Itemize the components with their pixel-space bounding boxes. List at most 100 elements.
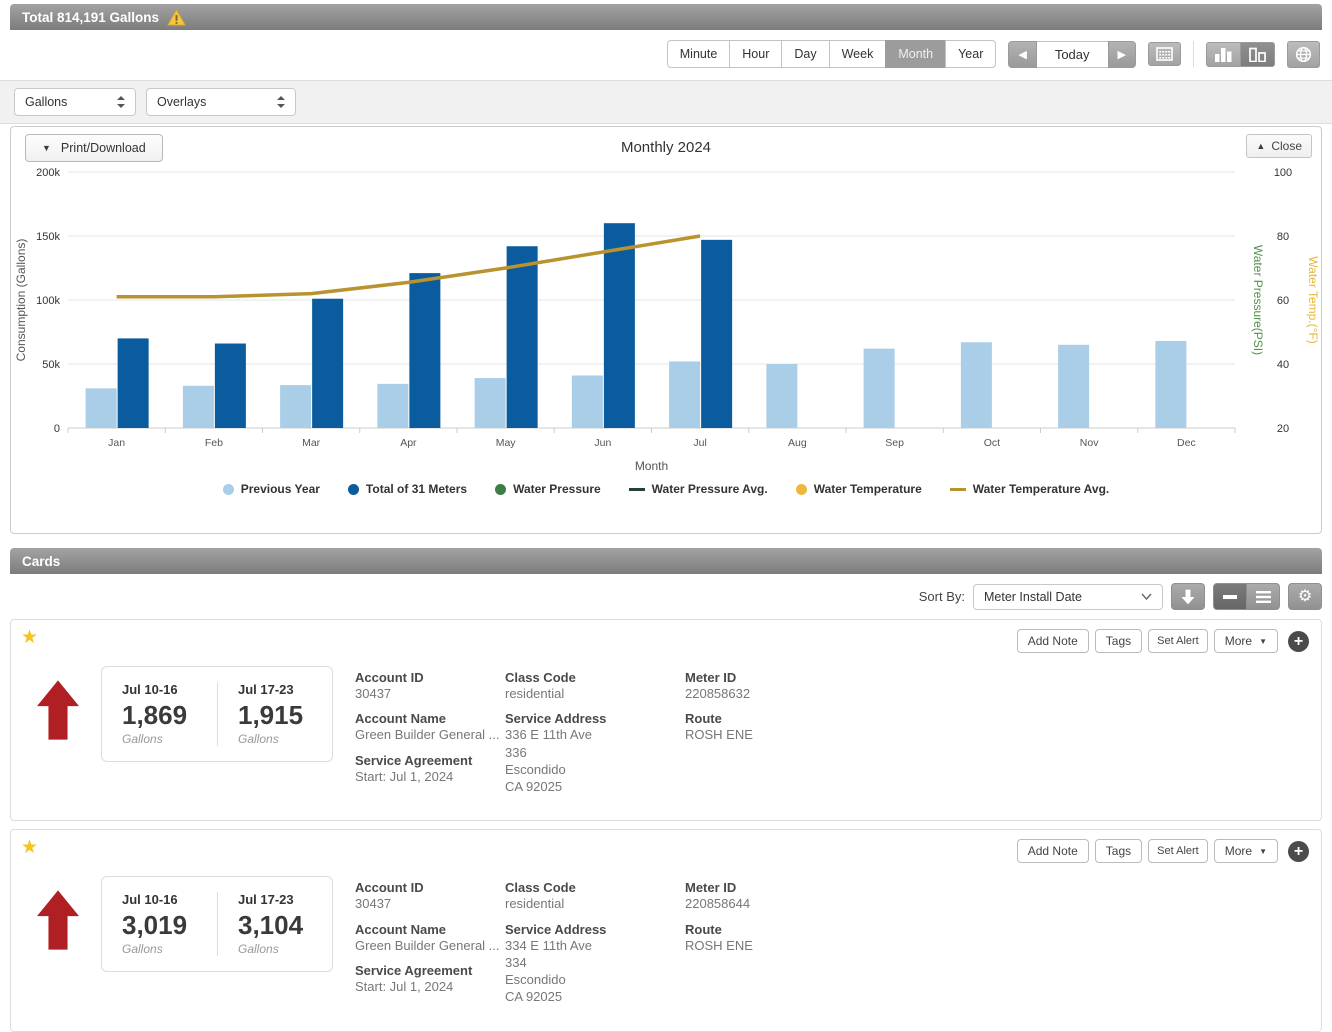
svg-text:Feb: Feb bbox=[205, 437, 223, 449]
meter-card: ★ Add Note Tags Set Alert More ▼ + Jul 1… bbox=[10, 829, 1322, 1032]
route-value: ROSH ENE bbox=[685, 937, 753, 953]
account-id-value: 30437 bbox=[355, 896, 392, 912]
legend-marker-icon bbox=[628, 487, 645, 491]
card-actions: Add Note Tags Set Alert More ▼ + bbox=[1016, 839, 1309, 864]
svg-text:Dec: Dec bbox=[1177, 437, 1196, 449]
svg-text:Jun: Jun bbox=[594, 437, 611, 449]
tags-button[interactable]: Tags bbox=[1094, 629, 1143, 653]
legend-item[interactable]: Water Pressure Avg. bbox=[628, 482, 768, 496]
select-spinner-icon bbox=[117, 96, 125, 108]
more-button[interactable]: More ▼ bbox=[1213, 629, 1278, 653]
address-line: Escondido bbox=[505, 761, 566, 777]
globe-button[interactable] bbox=[1287, 40, 1320, 68]
sort-direction-button[interactable] bbox=[1171, 583, 1205, 610]
legend-item[interactable]: Previous Year bbox=[222, 482, 320, 496]
service-agreement-label: Service Agreement bbox=[355, 752, 473, 768]
card-settings-button[interactable]: ⚙ bbox=[1288, 583, 1322, 610]
usage-stat-box: Jul 10-16 3,019 Gallons Jul 17-23 3,104 … bbox=[101, 876, 333, 973]
period-unit: Gallons bbox=[238, 732, 279, 746]
range-day-button[interactable]: Day bbox=[781, 40, 830, 68]
service-agreement-label: Service Agreement bbox=[355, 962, 473, 978]
date-nav-group: ◀ Today ▶ bbox=[1008, 40, 1136, 68]
range-week-button[interactable]: Week bbox=[828, 40, 887, 68]
legend-marker-icon bbox=[949, 487, 966, 491]
sort-by-select[interactable]: Meter Install Date bbox=[973, 583, 1163, 610]
set-alert-button[interactable]: Set Alert bbox=[1148, 839, 1208, 864]
class-code-value: residential bbox=[505, 686, 565, 701]
svg-text:May: May bbox=[496, 437, 517, 449]
period-unit: Gallons bbox=[122, 942, 163, 957]
favorite-star-icon[interactable]: ★ bbox=[21, 837, 39, 859]
svg-text:0: 0 bbox=[54, 423, 60, 435]
legend-marker-icon bbox=[495, 483, 507, 495]
svg-text:50k: 50k bbox=[42, 359, 60, 371]
column-compare-view-button[interactable] bbox=[1240, 41, 1275, 67]
set-alert-button[interactable]: Set Alert bbox=[1148, 629, 1208, 653]
route-label: Route bbox=[685, 921, 722, 937]
filter-row: Gallons Overlays bbox=[0, 80, 1332, 124]
unit-select[interactable]: Gallons bbox=[14, 88, 136, 116]
legend-item[interactable]: Total of 31 Meters bbox=[347, 482, 467, 496]
prev-period-button[interactable]: ◀ bbox=[1008, 40, 1037, 68]
cards-header: Cards bbox=[10, 548, 1322, 574]
period-label: Jul 17-23 bbox=[238, 682, 294, 697]
svg-text:Consumption (Gallons): Consumption (Gallons) bbox=[14, 239, 28, 362]
calendar-button[interactable] bbox=[1148, 42, 1181, 66]
expand-card-button[interactable]: + bbox=[1288, 630, 1309, 652]
meter-id-value: 220858632 bbox=[685, 686, 751, 701]
svg-text:60: 60 bbox=[1277, 295, 1289, 307]
svg-text:Mar: Mar bbox=[302, 437, 321, 449]
add-note-button[interactable]: Add Note bbox=[1016, 839, 1089, 864]
service-address-label: Service Address bbox=[505, 711, 607, 727]
sort-by-label: Sort By: bbox=[918, 589, 965, 604]
more-button[interactable]: More ▼ bbox=[1213, 839, 1278, 864]
usage-period: Jul 10-16 3,019 Gallons bbox=[102, 892, 217, 956]
toolbar: Minute Hour Day Week Month Year ◀ Today … bbox=[0, 30, 1332, 80]
tags-button[interactable]: Tags bbox=[1094, 839, 1143, 864]
list-view-button[interactable] bbox=[1246, 583, 1280, 610]
usage-period: Jul 17-23 3,104 Gallons bbox=[217, 892, 332, 957]
grouped-bars-view-button[interactable] bbox=[1206, 41, 1241, 67]
range-month-button[interactable]: Month bbox=[885, 40, 947, 68]
consumption-chart[interactable]: 0 50k 100k 150k 200k 20 40 60 80 100 Jan Feb Mar Apr M… bbox=[11, 160, 1321, 478]
range-hour-button[interactable]: Hour bbox=[729, 40, 783, 68]
legend-item[interactable]: Water Temperature Avg. bbox=[949, 482, 1109, 496]
account-id-label: Account ID bbox=[355, 880, 424, 896]
period-label: Jul 17-23 bbox=[238, 892, 294, 908]
usage-period: Jul 10-16 1,869 Gallons bbox=[102, 682, 217, 746]
compact-view-button[interactable] bbox=[1213, 583, 1247, 610]
print-download-button[interactable]: ▼ Print/Download bbox=[25, 134, 163, 162]
svg-text:Water Temp.(°F): Water Temp.(°F) bbox=[1306, 256, 1320, 343]
cards-title: Cards bbox=[22, 553, 61, 569]
svg-text:Apr: Apr bbox=[400, 437, 417, 449]
card-info-columns: Account ID 30437 Account Name Green Builde… bbox=[355, 670, 905, 804]
legend-item[interactable]: Water Temperature bbox=[795, 482, 922, 496]
account-name-label: Account Name bbox=[355, 711, 447, 727]
dash-icon bbox=[1223, 594, 1237, 599]
period-value: 1,869 bbox=[122, 700, 188, 730]
next-period-button[interactable]: ▶ bbox=[1107, 40, 1136, 68]
close-chart-button[interactable]: ▲ Close bbox=[1246, 134, 1312, 158]
expand-card-button[interactable]: + bbox=[1288, 840, 1309, 862]
range-year-button[interactable]: Year bbox=[945, 40, 997, 68]
svg-text:100: 100 bbox=[1274, 167, 1292, 179]
overlays-select[interactable]: Overlays bbox=[146, 88, 296, 116]
toolbar-divider bbox=[1193, 41, 1194, 67]
legend-label: Water Pressure bbox=[513, 482, 601, 496]
service-agreement-value: Start: Jul 1, 2024 bbox=[355, 768, 454, 784]
chart-title: Monthly 2024 bbox=[620, 139, 712, 156]
column-chart-icon bbox=[1249, 47, 1266, 62]
svg-text:150k: 150k bbox=[36, 231, 60, 243]
range-minute-button[interactable]: Minute bbox=[666, 40, 731, 68]
account-column: Account ID 30437 Account Name Green Builde… bbox=[355, 670, 505, 804]
svg-text:Nov: Nov bbox=[1080, 437, 1099, 449]
caret-up-icon: ▲ bbox=[1256, 141, 1266, 151]
today-button[interactable]: Today bbox=[1036, 40, 1108, 68]
favorite-star-icon[interactable]: ★ bbox=[21, 627, 39, 648]
select-spinner-icon bbox=[277, 96, 285, 108]
legend-item[interactable]: Water Pressure bbox=[495, 482, 601, 496]
period-unit: Gallons bbox=[238, 942, 279, 957]
svg-text:Sep: Sep bbox=[885, 437, 904, 449]
more-label: More bbox=[1224, 844, 1253, 859]
add-note-button[interactable]: Add Note bbox=[1016, 629, 1089, 653]
